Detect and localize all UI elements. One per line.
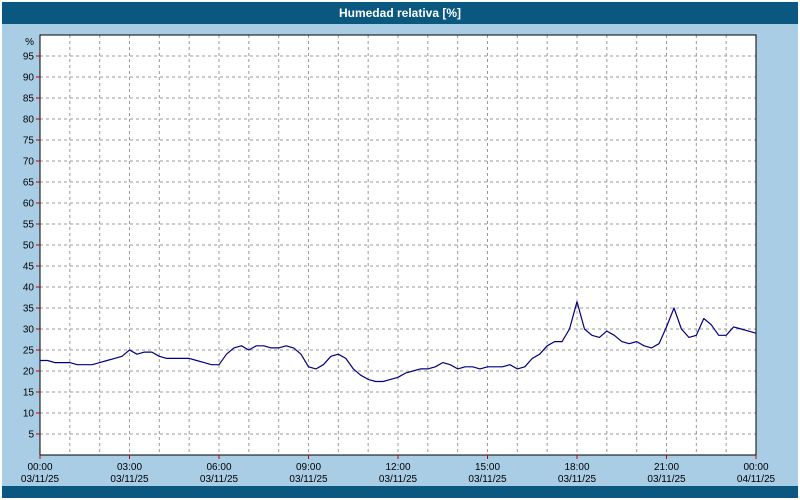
svg-text:%: % — [25, 37, 34, 48]
svg-text:95: 95 — [23, 52, 35, 63]
svg-text:03/11/25: 03/11/25 — [468, 474, 507, 485]
svg-text:03/11/25: 03/11/25 — [21, 474, 60, 485]
svg-text:85: 85 — [23, 94, 35, 105]
svg-text:12:00: 12:00 — [385, 462, 410, 473]
svg-text:55: 55 — [23, 220, 35, 231]
svg-text:03/11/25: 03/11/25 — [558, 474, 597, 485]
svg-text:03/11/25: 03/11/25 — [110, 474, 149, 485]
svg-text:40: 40 — [23, 283, 35, 294]
svg-text:35: 35 — [23, 304, 35, 315]
svg-text:50: 50 — [23, 241, 35, 252]
svg-text:80: 80 — [23, 115, 35, 126]
svg-text:65: 65 — [23, 178, 35, 189]
svg-text:75: 75 — [23, 136, 35, 147]
chart-title-bar: Humedad relativa [%] — [2, 2, 798, 24]
svg-text:15:00: 15:00 — [475, 462, 500, 473]
svg-text:20: 20 — [23, 367, 35, 378]
svg-text:04/11/25: 04/11/25 — [737, 474, 776, 485]
svg-text:03/11/25: 03/11/25 — [200, 474, 239, 485]
svg-text:00:00: 00:00 — [27, 462, 52, 473]
footer-bar — [2, 486, 798, 498]
svg-text:06:00: 06:00 — [206, 462, 231, 473]
svg-text:5: 5 — [28, 430, 34, 441]
svg-text:60: 60 — [23, 199, 35, 210]
svg-text:90: 90 — [23, 73, 35, 84]
svg-text:18:00: 18:00 — [564, 462, 589, 473]
svg-text:15: 15 — [23, 388, 35, 399]
svg-text:10: 10 — [23, 409, 35, 420]
svg-text:45: 45 — [23, 262, 35, 273]
svg-text:70: 70 — [23, 157, 35, 168]
svg-text:03/11/25: 03/11/25 — [647, 474, 686, 485]
humidity-chart: 5 10 15 20 25 30 35 40 45 50 55 60 65 70 75 80 85 90 95% 00… — [21, 34, 776, 485]
svg-text:03:00: 03:00 — [117, 462, 142, 473]
svg-text:30: 30 — [23, 325, 35, 336]
chart-title: Humedad relativa [%] — [338, 6, 462, 20]
svg-text:03/11/25: 03/11/25 — [379, 474, 418, 485]
svg-text:25: 25 — [23, 346, 35, 357]
svg-text:00:00: 00:00 — [743, 462, 768, 473]
svg-text:09:00: 09:00 — [296, 462, 321, 473]
svg-text:03/11/25: 03/11/25 — [289, 474, 328, 485]
chart-area: 5 10 15 20 25 30 35 40 45 50 55 60 65 70 75 80 85 90 95% 00… — [2, 24, 798, 486]
svg-text:21:00: 21:00 — [654, 462, 679, 473]
